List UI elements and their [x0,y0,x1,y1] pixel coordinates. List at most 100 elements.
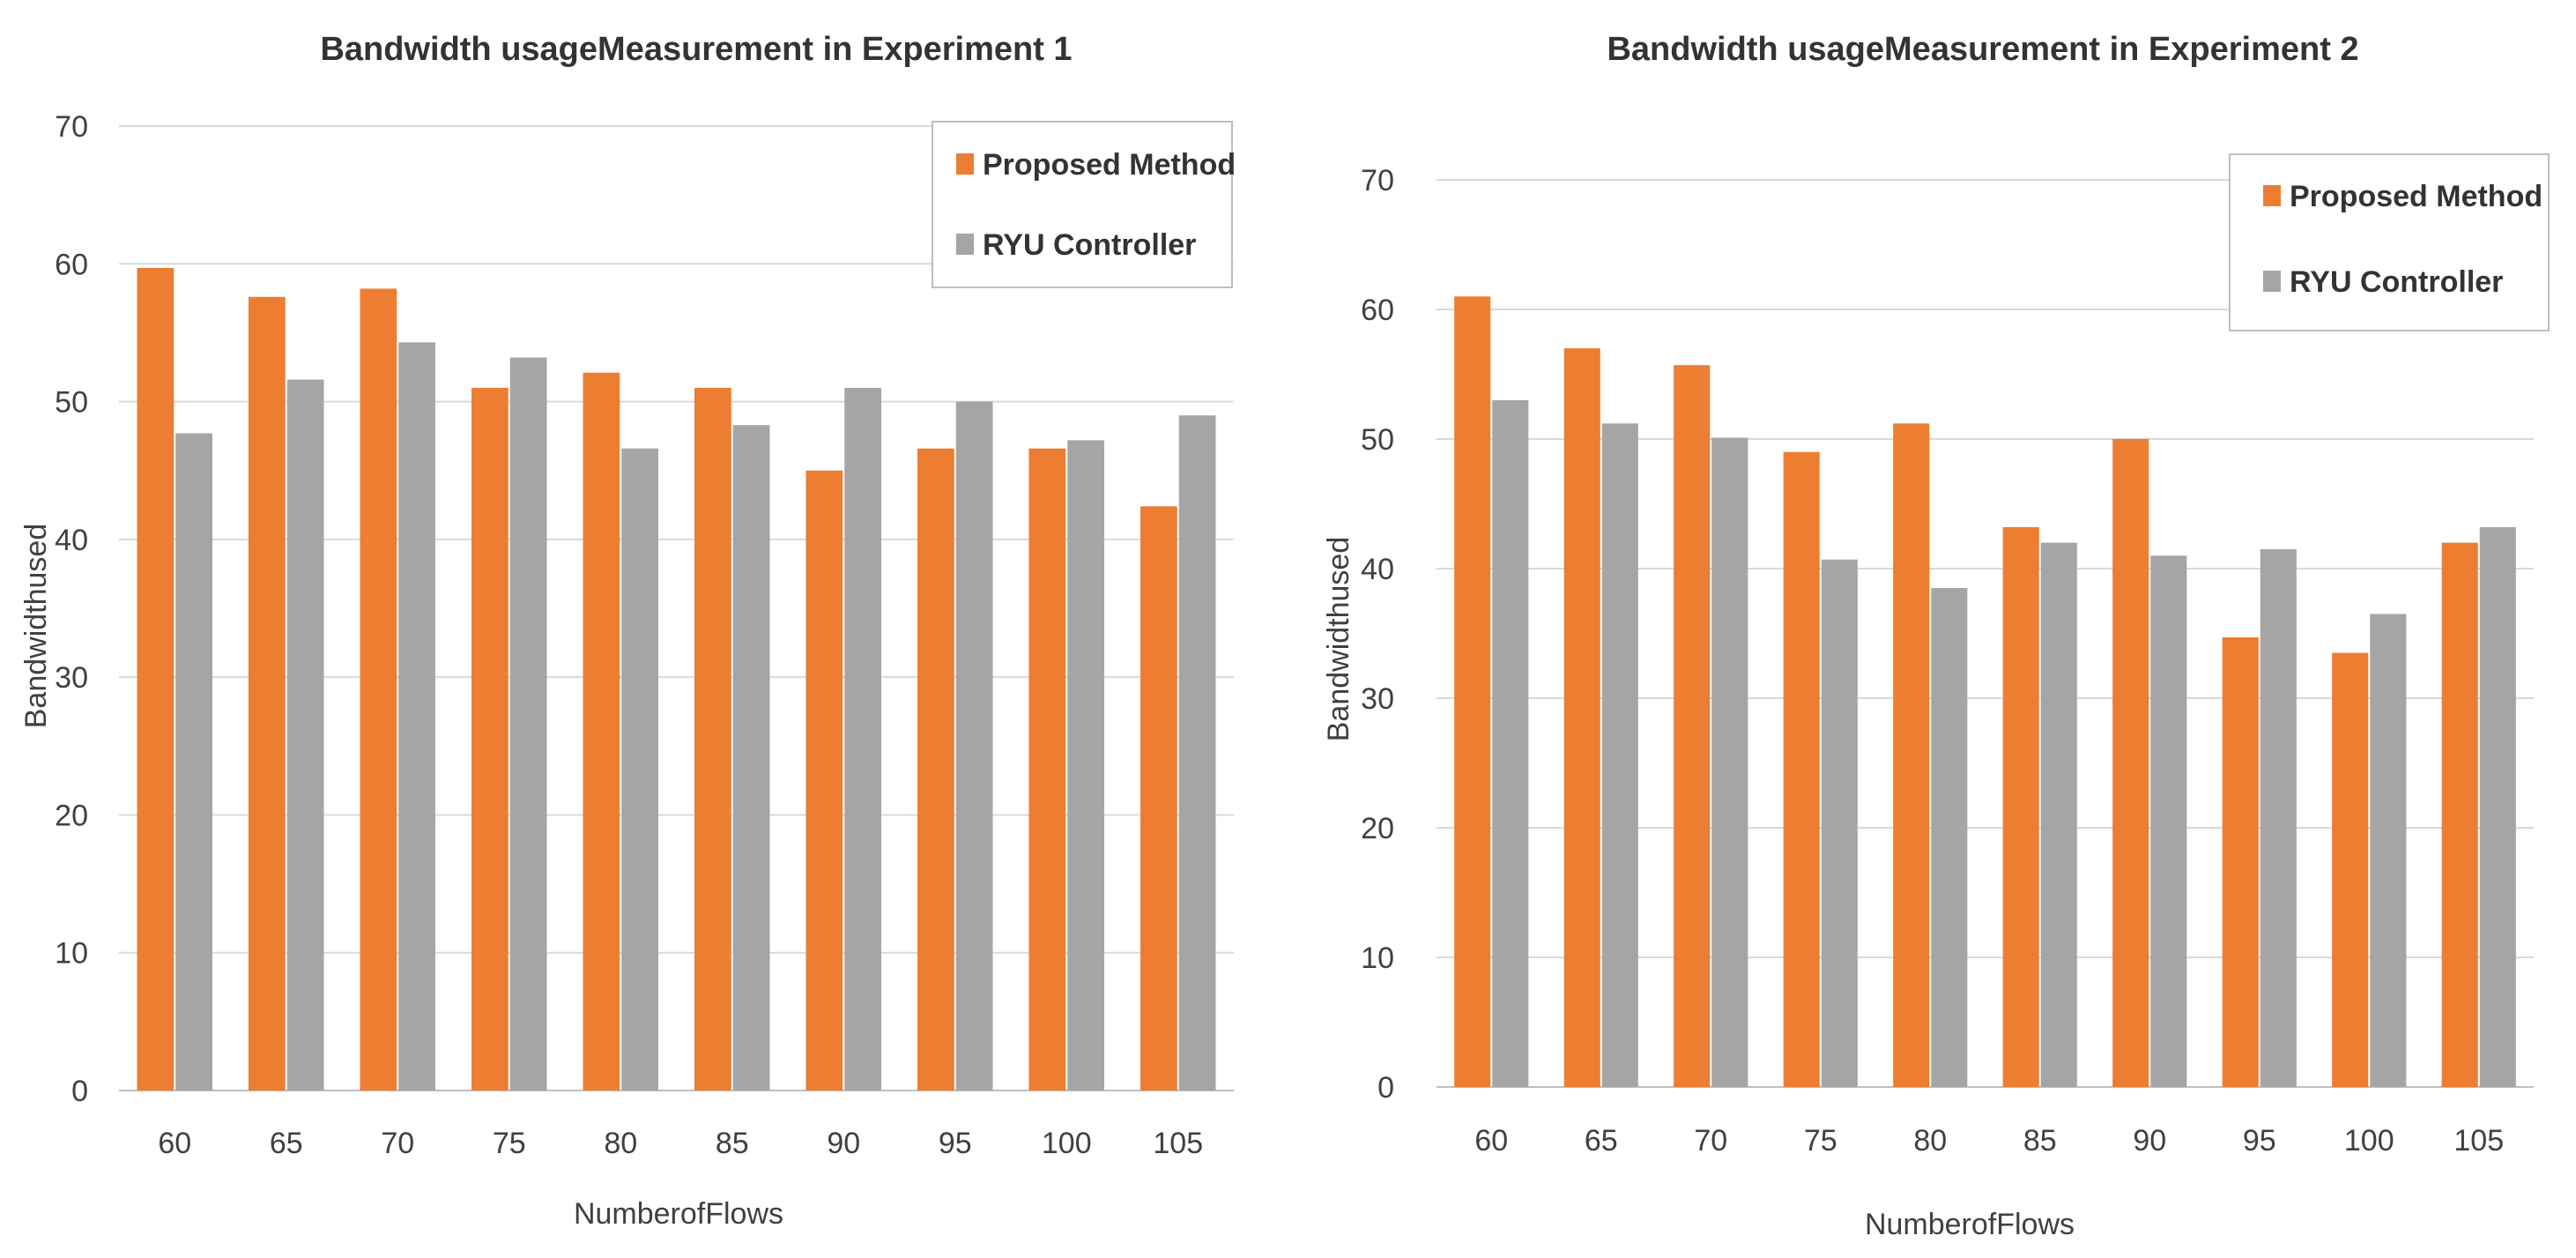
chart-1-y-tick-label: 0 [71,1075,88,1108]
chart-1-y-tick-label: 10 [55,937,88,971]
chart-1-x-tick-label: 105 [1153,1127,1203,1160]
chart-2-bar-ryu-70 [1711,437,1748,1087]
chart-1-legend-proposed: Proposed Method [983,148,1236,182]
chart-2-x-tick-label: 90 [2133,1124,2166,1158]
chart-2-y-tick-label: 70 [1361,164,1394,197]
chart-1-x-tick-label: 65 [270,1127,303,1160]
chart-1-x-ticks: 60 65 70 75 80 85 90 95 100 105 [158,1127,1203,1160]
chart-2-x-tick-label: 95 [2243,1124,2276,1158]
chart-2-legend: Proposed Method RYU Controller [2229,153,2550,331]
chart-1-bar-proposed-85 [694,387,731,1091]
chart-2-bar-proposed-90 [2112,439,2149,1087]
chart-2-bar-proposed-75 [1783,451,1820,1087]
chart-2-x-tick-label: 75 [1804,1124,1837,1158]
chart-2-y-tick-label: 60 [1361,294,1394,327]
chart-2-bar-proposed-105 [2441,542,2478,1087]
chart-2-bar-ryu-105 [2479,526,2516,1087]
chart-1-y-tick-label: 40 [55,524,88,557]
chart-1-y-tick-label: 60 [55,248,88,281]
chart-2-y-tick-label: 10 [1361,942,1394,975]
chart-experiment-2: Bandwidth usageMeasurement in Experiment… [1322,31,2550,1241]
chart-1-legend-swatch-ryu [956,234,974,255]
chart-2-bar-ryu-65 [1601,423,1638,1087]
chart-1-legend-ryu: RYU Controller [983,228,1196,262]
chart-2-y-tick-label: 40 [1361,553,1394,586]
chart-2-bar-proposed-70 [1674,365,1711,1088]
chart-1-bar-ryu-75 [509,357,547,1091]
chart-1-y-tick-label: 20 [55,799,88,832]
chart-2-bar-proposed-80 [1893,423,1930,1087]
chart-2-y-tick-label: 0 [1377,1071,1394,1105]
chart-1-x-tick-label: 80 [604,1127,637,1160]
chart-2-y-tick-label: 20 [1361,812,1394,845]
chart-1-bar-proposed-105 [1140,506,1177,1091]
chart-2-bar-proposed-65 [1563,348,1600,1088]
chart-1-bar-proposed-65 [249,296,286,1091]
chart-1-bar-proposed-95 [917,448,954,1091]
chart-1-x-tick-label: 85 [716,1127,749,1160]
chart-1-legend: Proposed Method RYU Controller [932,121,1236,288]
chart-1-bar-proposed-100 [1028,448,1066,1091]
chart-1-y-ticks: 0 10 20 30 40 50 60 70 [55,110,88,1108]
chart-2-x-tick-label: 100 [2344,1124,2394,1158]
chart-2-bars [1454,296,2516,1088]
chart-2-bar-proposed-85 [2002,526,2039,1087]
chart-1-bars [137,267,1216,1091]
chart-1-bar-ryu-105 [1178,415,1216,1091]
chart-1-legend-swatch-proposed [956,153,974,175]
chart-2-y-axis-label: Bandwidthused [1322,537,1355,742]
chart-1-bar-ryu-70 [398,342,435,1091]
chart-2-legend-swatch-proposed [2263,185,2281,206]
chart-2-x-axis-label: NumberofFlows [1865,1208,2075,1241]
chart-2-y-tick-label: 50 [1361,423,1394,457]
chart-2-legend-proposed: Proposed Method [2290,180,2543,213]
chart-1-x-tick-label: 75 [493,1127,526,1160]
chart-1-bar-ryu-80 [621,448,658,1091]
chart-1-bar-ryu-95 [955,401,993,1091]
chart-2-y-tick-label: 30 [1361,682,1394,716]
chart-experiment-1: Bandwidth usageMeasurement in Experiment… [19,31,1236,1231]
chart-1-y-tick-label: 70 [55,110,88,144]
chart-1-bar-ryu-100 [1067,440,1104,1091]
chart-1-bar-ryu-65 [286,379,324,1091]
chart-1-x-tick-label: 60 [158,1127,191,1160]
chart-2-bar-ryu-90 [2150,555,2187,1087]
chart-2-bar-ryu-95 [2260,548,2297,1087]
chart-1-y-tick-label: 30 [55,661,88,695]
chart-2-legend-box [2229,153,2550,331]
chart-1-bar-proposed-60 [137,267,174,1091]
chart-2-bar-ryu-80 [1931,588,1968,1087]
chart-2-x-tick-label: 70 [1694,1124,1727,1158]
chart-1-title: Bandwidth usageMeasurement in Experiment… [320,31,1072,68]
chart-2-x-tick-label: 65 [1585,1124,1618,1158]
chart-1-x-tick-label: 100 [1042,1127,1092,1160]
chart-1-bar-proposed-70 [360,288,397,1091]
chart-2-legend-swatch-ryu [2263,271,2281,292]
chart-2-legend-ryu: RYU Controller [2290,265,2503,299]
chart-1-x-tick-label: 70 [381,1127,414,1160]
chart-1-bar-proposed-80 [583,372,620,1091]
chart-1-bar-proposed-75 [471,387,509,1091]
chart-1-y-axis-label: Bandwidthused [19,524,53,729]
chart-2-x-tick-label: 60 [1474,1124,1508,1158]
chart-2-x-tick-label: 105 [2454,1124,2504,1158]
chart-1-x-tick-label: 95 [939,1127,972,1160]
chart-2-bar-proposed-95 [2222,636,2259,1087]
chart-1-bar-ryu-85 [732,425,770,1091]
chart-1-bar-proposed-90 [805,470,843,1091]
chart-1-bar-ryu-60 [175,433,212,1091]
chart-2-bar-ryu-100 [2370,614,2407,1087]
chart-2-x-ticks: 60 65 70 75 80 85 90 95 100 105 [1474,1124,2504,1158]
chart-1-x-tick-label: 90 [827,1127,860,1160]
chart-1-y-tick-label: 50 [55,386,88,420]
chart-2-x-tick-label: 80 [1913,1124,1947,1158]
chart-2-bar-proposed-60 [1454,296,1491,1087]
chart-2-y-ticks: 0 10 20 30 40 50 60 70 [1361,164,1394,1105]
chart-2-x-tick-label: 85 [2023,1124,2057,1158]
chart-2-bar-ryu-75 [1821,559,1858,1087]
chart-1-x-axis-label: NumberofFlows [574,1197,783,1231]
chart-2-bar-ryu-85 [2040,542,2077,1087]
chart-1-bar-ryu-90 [844,387,881,1091]
